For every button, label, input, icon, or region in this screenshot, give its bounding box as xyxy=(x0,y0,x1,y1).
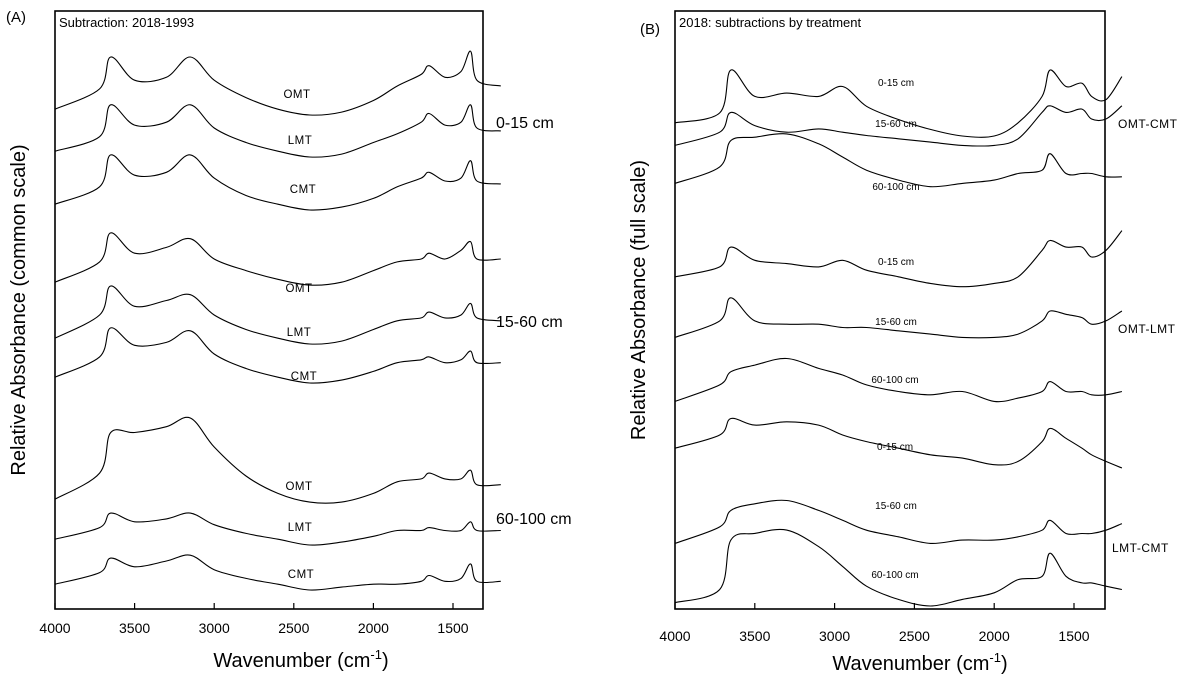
panel-a-x-tick-label-2000: 2000 xyxy=(358,620,389,636)
panel-a-x-tick-label-3500: 3500 xyxy=(119,620,150,636)
panel-b-trace-4 xyxy=(674,230,1123,288)
panel-a-trace-1 xyxy=(54,50,501,116)
panel-b-traces xyxy=(674,69,1123,607)
panel-a-group-label-1: 0-15 cm xyxy=(496,115,554,132)
panel-a-sample-label-9: CMT xyxy=(288,569,314,581)
panel-a-x-tick-label-1500: 1500 xyxy=(437,620,468,636)
panel-a-plot-frame xyxy=(54,10,484,610)
panel-b-x-tick-label-2500: 2500 xyxy=(899,628,930,644)
panel-b-x-tick-label-2000: 2000 xyxy=(979,628,1010,644)
panel-b-sample-label-1: 0-15 cm xyxy=(878,78,914,89)
panel-b-x-axis-label: Wavenumber (cm-1) xyxy=(832,650,1007,675)
panel-a-x-tick-label-4000: 4000 xyxy=(39,620,70,636)
panel-a-trace-8 xyxy=(54,512,501,546)
panel-b-x-axis-label-main: Wavenumber (cm xyxy=(832,653,989,675)
panel-a-sample-label-8: LMT xyxy=(288,522,313,534)
panel-b-sample-label-2: 15-60 cm xyxy=(875,119,917,130)
panel-b-sample-label-9: 60-100 cm xyxy=(871,570,918,581)
panel-b-x-axis-label-sup: -1 xyxy=(989,650,1001,665)
panel-b-sample-label-6: 60-100 cm xyxy=(871,375,918,386)
panel-a-sample-label-5: LMT xyxy=(287,327,312,339)
panel-a: (A) Subtraction: 2018-1993 4000 3500 3000 2… xyxy=(6,9,572,672)
panel-b-trace-3 xyxy=(674,133,1122,188)
panel-b-trace-6 xyxy=(674,357,1123,403)
panel-b-x-tick-label-3000: 3000 xyxy=(819,628,850,644)
panel-b-sample-label-7: 0-15 cm xyxy=(877,442,913,453)
panel-a-sample-label-3: CMT xyxy=(290,184,316,196)
panel-a-trace-9 xyxy=(54,554,501,591)
panel-a-group-label-3: 60-100 cm xyxy=(496,511,572,528)
panel-a-trace-3 xyxy=(54,154,501,211)
panel-a-group-label-2: 15-60 cm xyxy=(496,314,563,331)
panel-b-x-axis-label-close: ) xyxy=(1001,653,1008,675)
panel-a-x-tick-label-3000: 3000 xyxy=(199,620,230,636)
panel-b-group-label-2: OMT-LMT xyxy=(1118,322,1176,336)
panel-a-sample-labels: OMT LMT CMT OMT LMT CMT OMT LMT CMT xyxy=(283,89,317,581)
panel-a-trace-5 xyxy=(54,285,501,345)
panel-b-plot-frame xyxy=(674,10,1106,610)
panel-b-x-tick-label-4000: 4000 xyxy=(659,628,690,644)
panel-b-title: 2018: subtractions by treatment xyxy=(679,15,861,30)
panel-a-sample-label-1: OMT xyxy=(283,89,310,101)
panel-a-trace-2 xyxy=(54,104,501,158)
panel-a-trace-7 xyxy=(54,416,501,504)
panel-a-sample-label-2: LMT xyxy=(288,135,313,147)
panel-b-group-labels: OMT-CMT OMT-LMT LMT-CMT xyxy=(1112,117,1178,555)
panel-b-trace-7 xyxy=(674,417,1123,469)
panel-b-sample-label-5: 15-60 cm xyxy=(875,317,917,328)
panel-a-x-tick-label-2500: 2500 xyxy=(278,620,309,636)
panel-a-x-ticks: 4000 3500 3000 2500 2000 1500 xyxy=(39,603,469,636)
panel-b-trace-1 xyxy=(674,69,1123,138)
panel-a-traces xyxy=(54,50,501,591)
panel-b-x-tick-label-1500: 1500 xyxy=(1058,628,1089,644)
panel-b-trace-2 xyxy=(674,105,1123,147)
panel-b-sample-label-3: 60-100 cm xyxy=(872,182,919,193)
panel-b-trace-5 xyxy=(674,297,1123,339)
panel-b-sample-label-8: 15-60 cm xyxy=(875,501,917,512)
panel-a-x-axis-label-close: ) xyxy=(382,650,389,672)
panel-b-letter: (B) xyxy=(640,21,660,38)
panel-b-x-tick-label-3500: 3500 xyxy=(739,628,770,644)
panel-a-x-axis-label: Wavenumber (cm-1) xyxy=(213,647,388,672)
panel-a-x-axis-label-sup: -1 xyxy=(370,647,382,662)
panel-b-sample-labels: 0-15 cm 15-60 cm 60-100 cm 0-15 cm 15-60 cm 6… xyxy=(871,78,919,581)
panel-b-y-axis-label: Relative Absorbance (full scale) xyxy=(628,160,650,440)
panel-a-group-labels: 0-15 cm 15-60 cm 60-100 cm xyxy=(496,115,572,528)
panel-a-letter: (A) xyxy=(6,9,26,26)
panel-a-sample-label-6: CMT xyxy=(291,371,317,383)
panel-a-x-axis-label-main: Wavenumber (cm xyxy=(213,650,370,672)
panel-b-sample-label-4: 0-15 cm xyxy=(878,257,914,268)
panel-a-trace-6 xyxy=(54,327,501,384)
panel-a-title: Subtraction: 2018-1993 xyxy=(59,15,194,30)
panel-a-y-axis-label: Relative Absorbance (common scale) xyxy=(8,144,30,475)
panel-b: (B) 2018: subtractions by treatment 4000… xyxy=(628,10,1178,675)
panel-b-trace-8 xyxy=(674,499,1123,545)
panel-a-sample-label-4: OMT xyxy=(285,283,312,295)
panel-b-x-ticks: 4000 3500 3000 2500 2000 1500 xyxy=(659,603,1090,644)
panel-a-trace-4 xyxy=(54,232,501,286)
panel-a-sample-label-7: OMT xyxy=(285,481,312,493)
panel-b-trace-9 xyxy=(674,528,1123,607)
panel-b-group-label-3: LMT-CMT xyxy=(1112,541,1169,555)
panel-b-group-label-1: OMT-CMT xyxy=(1118,117,1178,131)
